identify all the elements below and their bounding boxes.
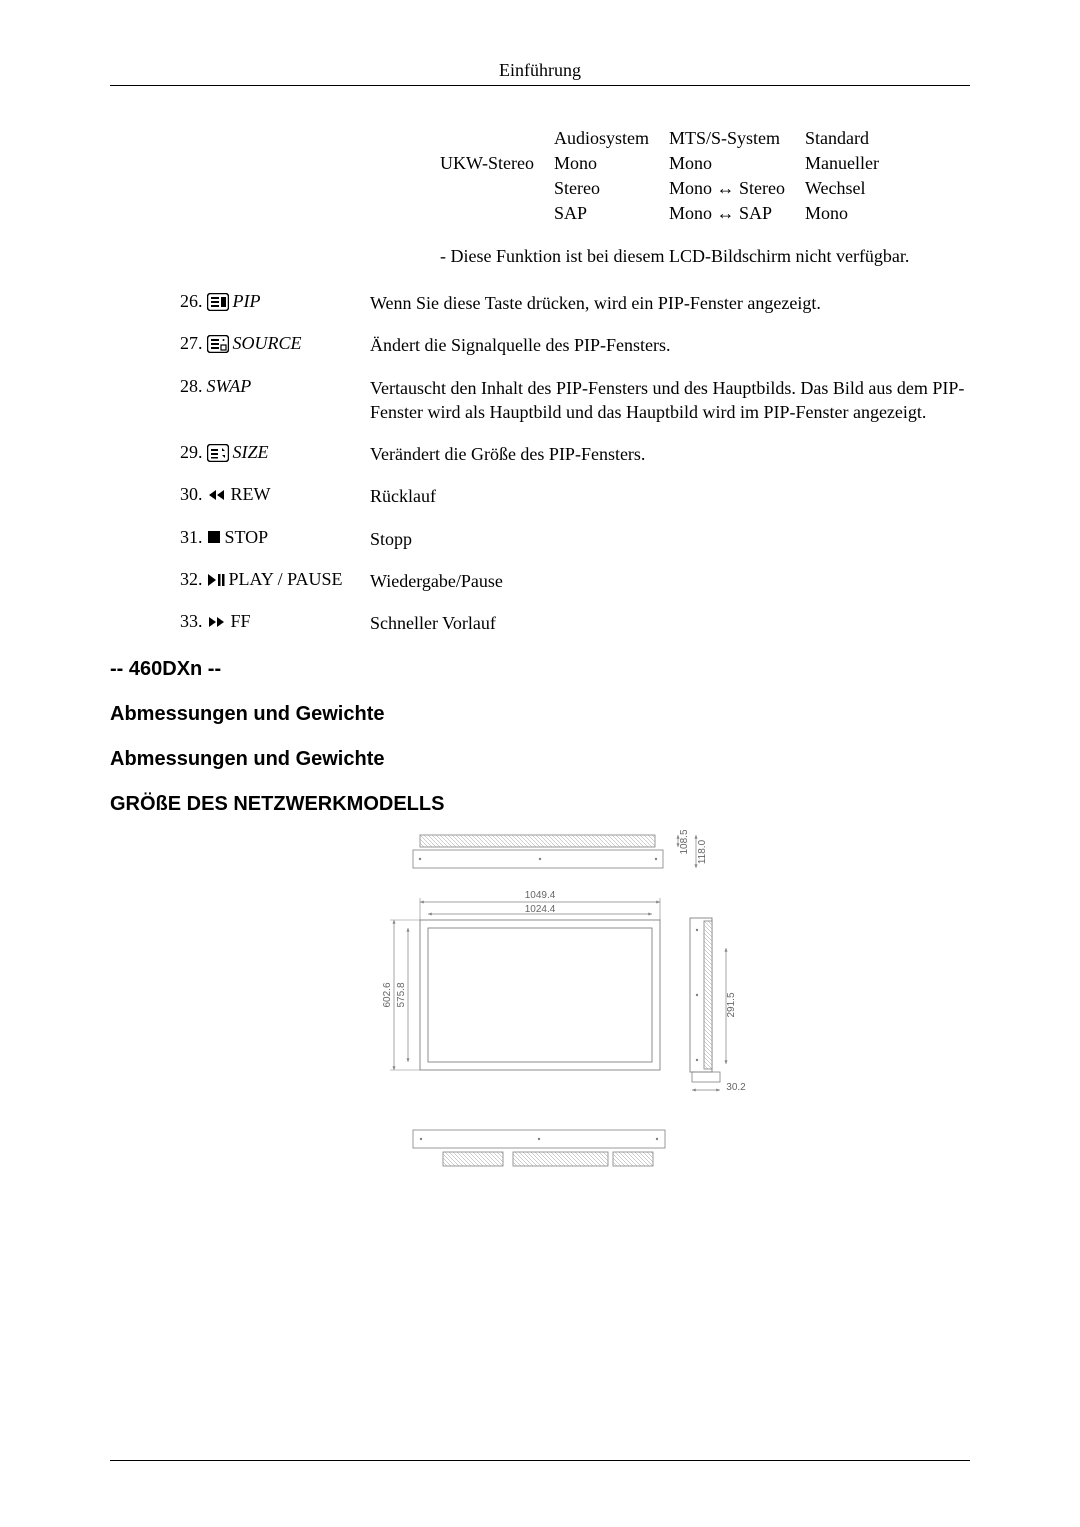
cell: UKW-Stereo bbox=[440, 151, 554, 176]
cell bbox=[440, 126, 554, 151]
dimensions-heading-2: Abmessungen und Gewichte bbox=[110, 748, 970, 771]
cell: SAP bbox=[554, 201, 669, 226]
item-name: FF bbox=[231, 611, 251, 632]
cell bbox=[440, 176, 554, 201]
svg-text:575.8: 575.8 bbox=[396, 982, 407, 1007]
function-item: 28. SWAPVertauscht den Inhalt des PIP-Fe… bbox=[110, 376, 970, 425]
item-name: STOP bbox=[225, 527, 269, 548]
cell: Mono ↔ SAP bbox=[669, 201, 805, 226]
item-number: 31. bbox=[180, 527, 203, 548]
cell: Mono bbox=[669, 151, 805, 176]
cell: Wechsel bbox=[805, 176, 899, 201]
item-label: 32. PLAY / PAUSE bbox=[110, 569, 370, 590]
table-row: SAP Mono ↔ SAP Mono bbox=[440, 201, 899, 226]
model-heading: -- 460DXn -- bbox=[110, 658, 970, 681]
item-description: Stopp bbox=[370, 527, 970, 551]
table-row: Audiosystem MTS/S-System Standard bbox=[440, 126, 899, 151]
source-icon bbox=[207, 335, 229, 353]
svg-text:108.5: 108.5 bbox=[679, 830, 690, 855]
cell: Mono ↔ Stereo bbox=[669, 176, 805, 201]
item-name: PLAY / PAUSE bbox=[229, 569, 343, 590]
svg-text:118.0: 118.0 bbox=[697, 839, 708, 864]
item-name: PIP bbox=[233, 291, 261, 312]
table-row: Stereo Mono ↔ Stereo Wechsel bbox=[440, 176, 899, 201]
item-number: 27. bbox=[180, 333, 203, 354]
cell: MTS/S-System bbox=[669, 126, 805, 151]
pip-icon bbox=[207, 293, 229, 311]
function-item: 30. REWRücklauf bbox=[110, 484, 970, 508]
item-number: 30. bbox=[180, 484, 203, 505]
item-description: Wiedergabe/Pause bbox=[370, 569, 970, 593]
svg-text:1049.4: 1049.4 bbox=[525, 890, 556, 901]
item-label: 28. SWAP bbox=[110, 376, 370, 397]
item-number: 33. bbox=[180, 611, 203, 632]
function-item: 32. PLAY / PAUSEWiedergabe/Pause bbox=[110, 569, 970, 593]
item-name: REW bbox=[231, 484, 271, 505]
cell: Manueller bbox=[805, 151, 899, 176]
network-model-size-heading: GRÖßE DES NETZWERKMODELLS bbox=[110, 793, 970, 816]
svg-text:1024.4: 1024.4 bbox=[525, 904, 556, 915]
item-label: 26. PIP bbox=[110, 291, 370, 312]
item-description: Vertauscht den Inhalt des PIP-Fensters u… bbox=[370, 376, 970, 425]
item-description: Wenn Sie diese Taste drücken, wird ein P… bbox=[370, 291, 970, 315]
cell bbox=[440, 201, 554, 226]
cell: Audiosystem bbox=[554, 126, 669, 151]
note-text: - Diese Funktion ist bei diesem LCD-Bild… bbox=[440, 246, 970, 267]
item-label: 30. REW bbox=[110, 484, 370, 505]
item-label: 27. SOURCE bbox=[110, 333, 370, 354]
svg-text:291.5: 291.5 bbox=[726, 992, 737, 1017]
function-item: 29. SIZEVerändert die Größe des PIP-Fens… bbox=[110, 442, 970, 466]
ff-icon bbox=[207, 615, 227, 629]
item-label: 33. FF bbox=[110, 611, 370, 632]
item-description: Ändert die Signalquelle des PIP-Fensters… bbox=[370, 333, 970, 357]
svg-text:602.6: 602.6 bbox=[382, 982, 393, 1007]
item-number: 28. bbox=[180, 376, 203, 397]
size-icon bbox=[207, 444, 229, 462]
item-description: Schneller Vorlauf bbox=[370, 611, 970, 635]
audio-system-table: Audiosystem MTS/S-System Standard UKW-St… bbox=[440, 126, 899, 226]
item-number: 26. bbox=[180, 291, 203, 312]
cell: Standard bbox=[805, 126, 899, 151]
function-item: 27. SOURCEÄndert die Signalquelle des PI… bbox=[110, 333, 970, 357]
item-name: SOURCE bbox=[233, 333, 302, 354]
item-label: 29. SIZE bbox=[110, 442, 370, 463]
svg-text:30.2: 30.2 bbox=[726, 1082, 746, 1093]
item-name: SWAP bbox=[207, 376, 252, 397]
function-item: 31. STOPStopp bbox=[110, 527, 970, 551]
page-header: Einführung bbox=[110, 60, 970, 86]
function-item: 33. FFSchneller Vorlauf bbox=[110, 611, 970, 635]
rew-icon bbox=[207, 488, 227, 502]
function-item: 26. PIPWenn Sie diese Taste drücken, wir… bbox=[110, 291, 970, 315]
item-number: 29. bbox=[180, 442, 203, 463]
play-icon bbox=[207, 573, 225, 587]
dimensions-diagram: 108.5 118.0 1049.4 1024.4 602.6575.8 291.5 30.… bbox=[360, 830, 970, 1220]
footer-rule bbox=[110, 1460, 970, 1461]
item-number: 32. bbox=[180, 569, 203, 590]
item-name: SIZE bbox=[233, 442, 269, 463]
item-description: Rücklauf bbox=[370, 484, 970, 508]
table-row: UKW-Stereo Mono Mono Manueller bbox=[440, 151, 899, 176]
cell: Stereo bbox=[554, 176, 669, 201]
cell: Mono bbox=[805, 201, 899, 226]
cell: Mono bbox=[554, 151, 669, 176]
dimensions-heading-1: Abmessungen und Gewichte bbox=[110, 703, 970, 726]
item-label: 31. STOP bbox=[110, 527, 370, 548]
stop-icon bbox=[207, 530, 221, 544]
item-description: Verändert die Größe des PIP-Fensters. bbox=[370, 442, 970, 466]
